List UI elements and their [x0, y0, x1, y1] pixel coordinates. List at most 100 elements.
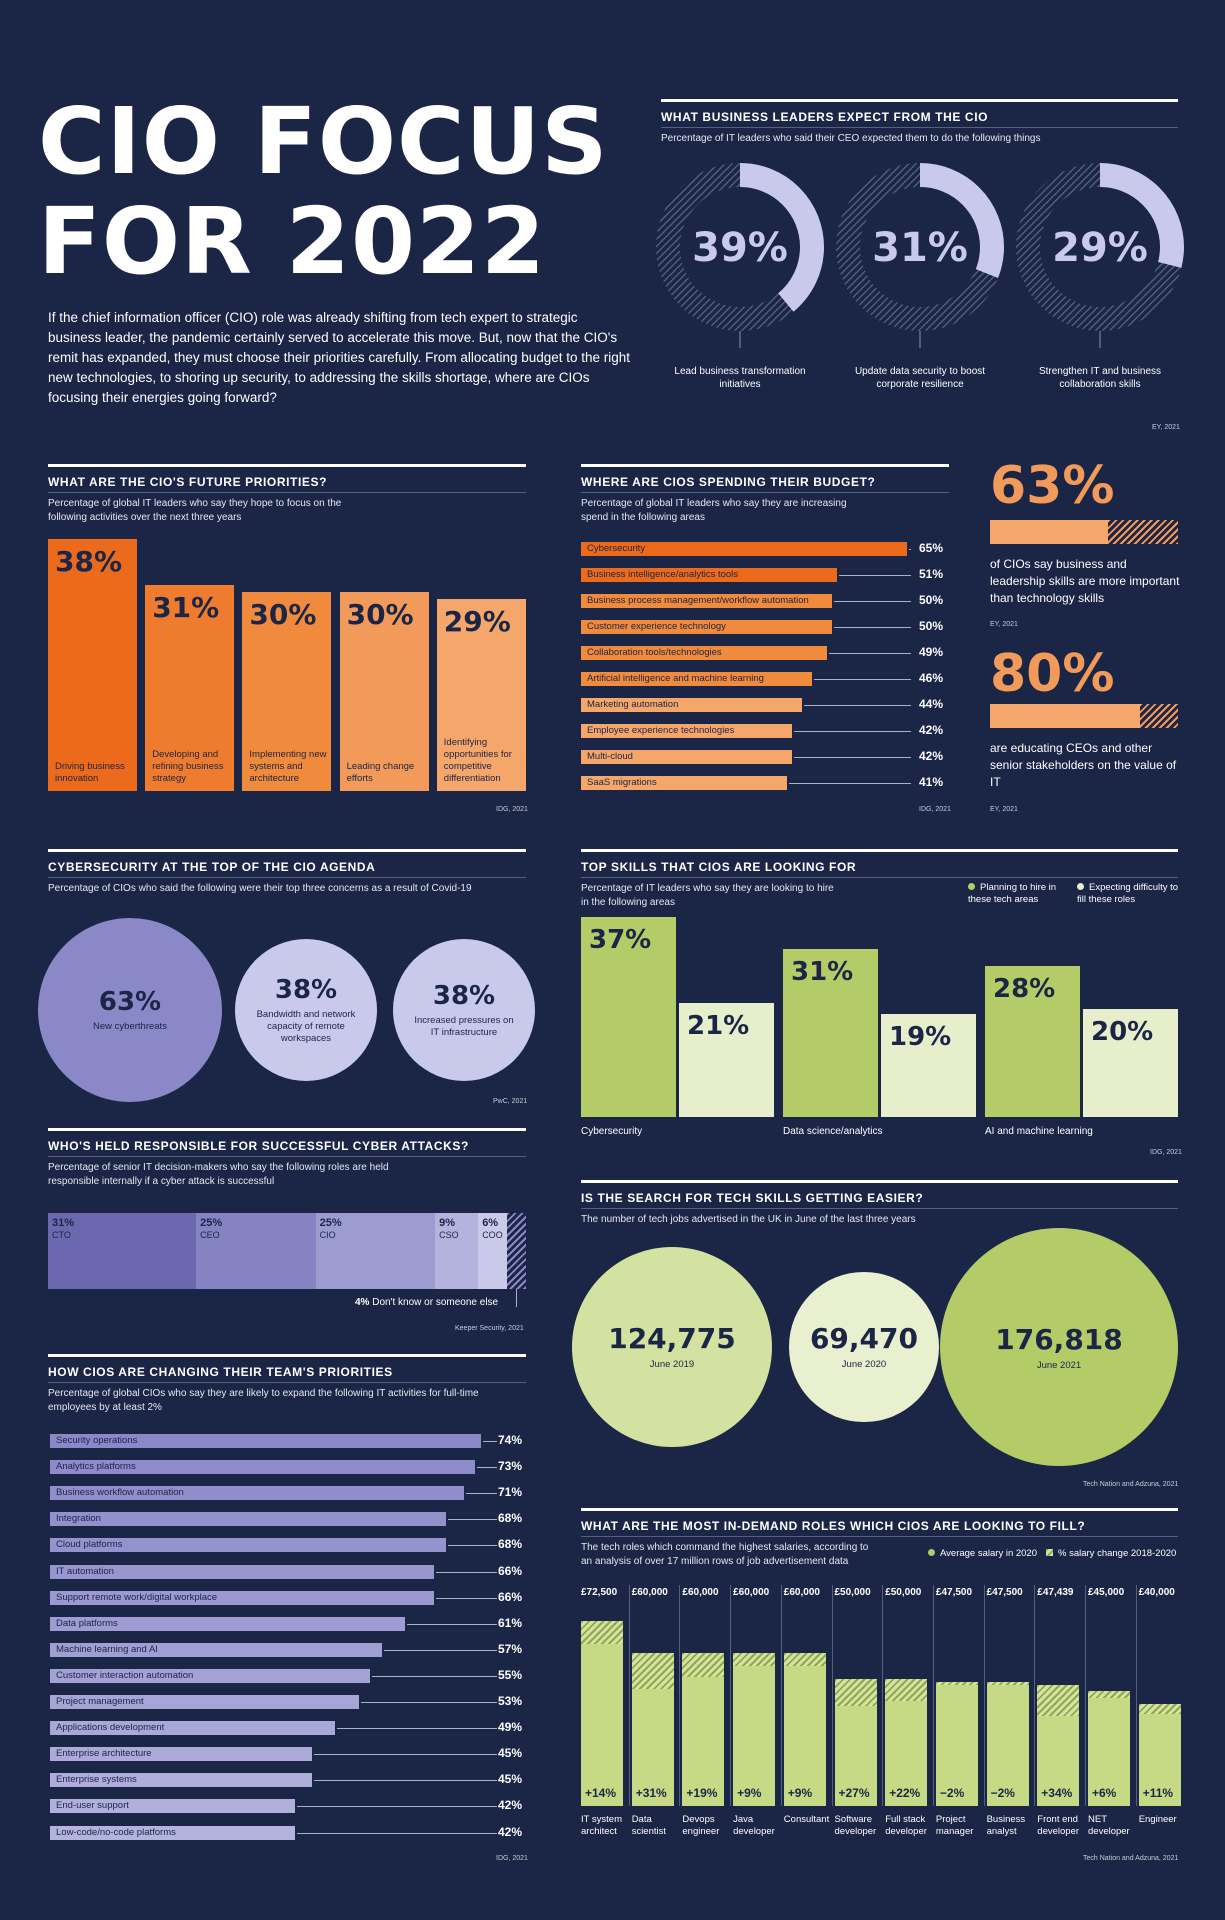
- role-column: £50,000 +22% Full stack developer: [882, 1585, 936, 1845]
- skills-bar-planning: 37%: [581, 917, 676, 1117]
- bubble-caption: Increased pressures on IT infrastructure: [414, 1014, 514, 1038]
- bar-label: Driving business innovation: [55, 761, 125, 784]
- section-rule: [661, 99, 1178, 102]
- search-bubble: 124,775 June 2019: [572, 1247, 772, 1447]
- budget-value: 44%: [919, 697, 944, 711]
- stat1-text: of CIOs say business and leadership skil…: [990, 557, 1180, 605]
- column-separator: [831, 1585, 833, 1806]
- team-subtitle: Percentage of global CIOs who say they a…: [48, 1388, 479, 1413]
- donut-value: 29%: [1052, 225, 1148, 271]
- role-column: £50,000 +27% Software developer: [831, 1585, 886, 1845]
- team-bar: [50, 1747, 313, 1762]
- skills-category-label: AI and machine learning: [985, 1126, 1093, 1137]
- team-value: 45%: [498, 1772, 523, 1787]
- section-divider: [661, 127, 1178, 128]
- stat-bar-fill: [990, 520, 1109, 544]
- bubble-caption: Bandwidth and network capacity of remote…: [256, 1008, 356, 1044]
- bubble-value: 176,818: [995, 1322, 1123, 1356]
- budget-label: Cybersecurity: [587, 543, 646, 554]
- section-rule: [581, 1180, 1178, 1183]
- bubble-caption: June 2021: [1036, 1359, 1082, 1371]
- role-change-band: [1037, 1685, 1080, 1716]
- budget-row: Cybersecurity 65%: [581, 541, 949, 556]
- budget-bar: [581, 698, 802, 712]
- team-label: Security operations: [56, 1435, 138, 1446]
- skills-source: IDG, 2021: [1150, 1149, 1182, 1156]
- role-change-value: −2%: [990, 1786, 1015, 1800]
- team-label: Applications development: [56, 1722, 165, 1734]
- team-row: Cloud platforms 68%: [50, 1537, 526, 1553]
- responsible-other: 4% Don't know or someone else: [355, 1297, 498, 1308]
- team-value: 73%: [498, 1459, 523, 1474]
- team-label: Cloud platforms: [56, 1539, 123, 1551]
- section-divider: [581, 492, 949, 493]
- legend-salary: Average salary in 2020: [928, 1548, 1037, 1560]
- role-column: £47,439 +34% Front end developer: [1034, 1585, 1088, 1845]
- stat-bar-remainder: [1140, 704, 1178, 728]
- legend-dot-icon: [928, 1549, 935, 1556]
- team-row: Customer interaction automation 55%: [50, 1668, 526, 1683]
- budget-bar: [581, 594, 832, 608]
- budget-row: Business intelligence/analytics tools 51%: [581, 567, 949, 582]
- budget-value: 49%: [919, 645, 944, 659]
- budget-value: 42%: [919, 749, 944, 763]
- team-leader-line: [436, 1597, 497, 1599]
- team-bar: [50, 1642, 382, 1657]
- priorities-source: IDG, 2021: [496, 806, 528, 813]
- bubble-value: 69,470: [809, 1322, 919, 1356]
- budget-value: 51%: [919, 567, 944, 581]
- team-row: End-user support 42%: [50, 1798, 526, 1814]
- role-column: £60,000 +31% Data scientist: [628, 1585, 683, 1845]
- team-label: End-user support: [56, 1800, 129, 1812]
- team-value: 66%: [498, 1563, 523, 1578]
- column-separator: [628, 1585, 630, 1806]
- search-bubble: 176,818 June 2021: [940, 1228, 1178, 1466]
- team-leader-line: [314, 1754, 497, 1756]
- title-line-1: CIO FOCUS: [38, 88, 609, 195]
- bar-value: 28%: [993, 973, 1056, 1004]
- team-bar: [50, 1512, 447, 1527]
- column-separator: [730, 1585, 732, 1806]
- budget-row: Collaboration tools/technologies 49%: [581, 645, 949, 660]
- roles-subtitle: The tech roles which command the highest…: [581, 1542, 869, 1567]
- budget-value: 50%: [919, 619, 944, 633]
- budget-value: 65%: [919, 541, 944, 555]
- section-divider: [581, 1536, 1178, 1537]
- role-name: Project manager: [935, 1814, 974, 1837]
- team-leader-line: [296, 1832, 497, 1834]
- skills-title: TOP SKILLS THAT CIOS ARE LOOKING FOR: [581, 860, 857, 874]
- role-change-band: [885, 1678, 928, 1702]
- cyber-source: PwC, 2021: [493, 1098, 528, 1105]
- budget-leader-line: [793, 757, 911, 758]
- segment-label: CTO: [52, 1230, 71, 1240]
- bar-value: 20%: [1091, 1016, 1154, 1047]
- team-bar: [50, 1460, 476, 1475]
- team-bar: [50, 1590, 435, 1605]
- stat1-value: 63%: [990, 456, 1115, 516]
- segment-label: COO: [482, 1230, 503, 1240]
- team-label: Enterprise systems: [56, 1774, 137, 1786]
- role-salary: £60,000: [631, 1587, 668, 1598]
- team-leader-line: [483, 1441, 497, 1442]
- bar-value: 37%: [589, 925, 652, 955]
- budget-value: 41%: [919, 775, 944, 789]
- bar-value: 19%: [889, 1022, 952, 1053]
- responsible-segment: 25% CEO: [196, 1213, 316, 1289]
- stat2-text: are educating CEOs and other senior stak…: [990, 741, 1177, 789]
- stat2-source: EY, 2021: [990, 806, 1018, 813]
- team-label: Integration: [56, 1513, 101, 1525]
- team-label: IT automation: [56, 1565, 114, 1577]
- role-salary-bar: [682, 1677, 725, 1806]
- role-change-value: +9%: [737, 1786, 762, 1800]
- team-value: 66%: [498, 1589, 523, 1604]
- skills-subtitle: Percentage of IT leaders who say they ar…: [581, 883, 834, 908]
- team-bar: [50, 1616, 406, 1631]
- expect-title: WHAT BUSINESS LEADERS EXPECT FROM THE CI…: [661, 110, 989, 124]
- bubble-value: 38%: [274, 974, 338, 1005]
- budget-leader-line: [813, 679, 911, 680]
- responsible-source: Keeper Security, 2021: [455, 1325, 524, 1332]
- team-row: Security operations 74%: [50, 1433, 526, 1448]
- cyber-title: CYBERSECURITY AT THE TOP OF THE CIO AGEN…: [48, 860, 376, 874]
- stat-bar-fill: [990, 704, 1141, 728]
- bar-value: 31%: [791, 957, 854, 988]
